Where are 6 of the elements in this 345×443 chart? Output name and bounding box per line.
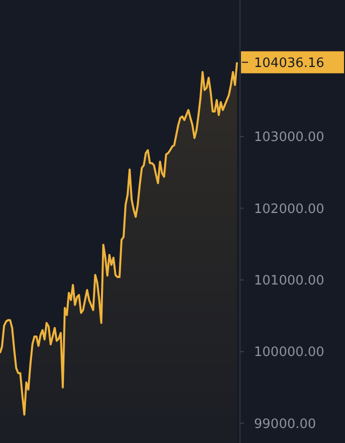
y-tick-label: 100000.00 — [254, 345, 324, 360]
y-tick-label: 101000.00 — [254, 273, 324, 288]
text: 104036.16 — [254, 56, 324, 71]
y-tick-label: 103000.00 — [254, 130, 324, 146]
y-tick-label: 99000.00 — [254, 416, 316, 432]
y-tick-label: 102000.00 — [254, 202, 324, 217]
